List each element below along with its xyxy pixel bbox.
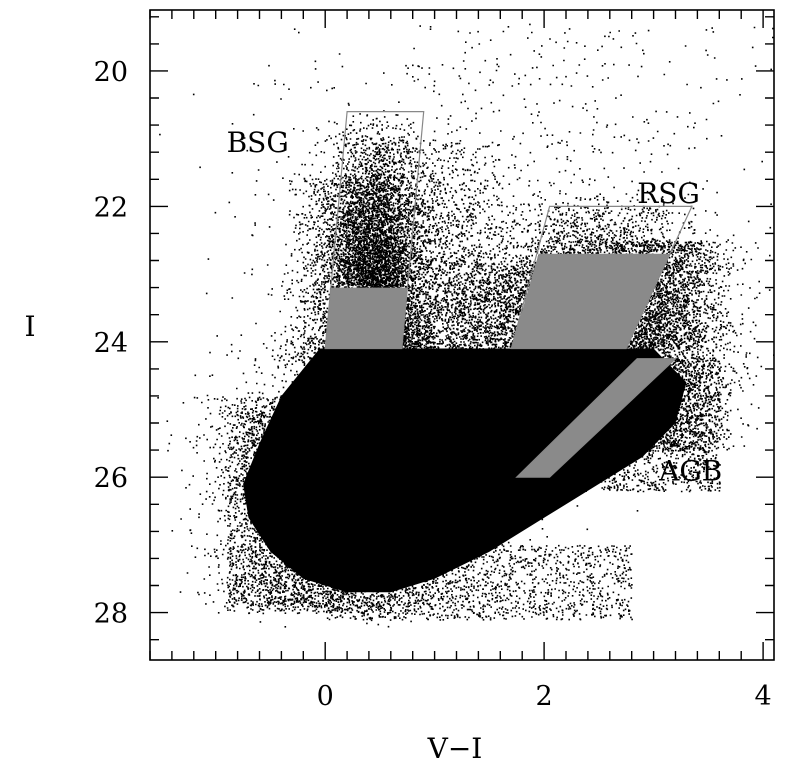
star-cloud-0: [286, 114, 468, 351]
region-outline-rsg: [510, 205, 693, 350]
star-points: [157, 23, 774, 628]
star-cloud-8: [159, 60, 639, 628]
y-tick-label: 26: [94, 463, 128, 494]
data-layer: [157, 23, 774, 628]
region-outline-agb: [515, 358, 678, 478]
region-label-rsg: RSG: [637, 177, 700, 210]
region-outline-bsg: [324, 110, 425, 350]
region-label-bsg: BSG: [227, 126, 289, 159]
axis-ticks: [149, 10, 774, 660]
y-tick-label: 20: [94, 57, 128, 88]
y-axis-label: I: [24, 310, 35, 343]
star-cloud-5: [507, 240, 774, 452]
region-labels: BSG RSG AGB: [227, 126, 723, 487]
x-tick-label: 2: [536, 681, 553, 712]
star-edge-2: [598, 355, 721, 493]
region-fill-agb: [516, 358, 676, 478]
star-cloud-6: [194, 341, 548, 615]
star-edge-1: [325, 544, 633, 621]
selection-regions: [324, 110, 693, 478]
star-cloud-3: [426, 193, 771, 351]
star-edge-0: [226, 409, 349, 615]
x-tick-label: 0: [317, 681, 334, 712]
y-tick-label: 22: [94, 192, 128, 223]
star-cloud-9: [283, 23, 774, 274]
x-axis-label: V−I: [427, 732, 483, 765]
star-cloud-1: [205, 172, 506, 364]
y-tick-label: 28: [94, 599, 128, 630]
x-tick-label: 4: [755, 681, 772, 712]
y-tick-label: 24: [94, 328, 128, 359]
region-fill-rsg: [511, 253, 670, 349]
plot-frame: [149, 9, 775, 661]
region-label-agb: AGB: [658, 454, 722, 487]
region-fill-bsg: [325, 287, 408, 349]
